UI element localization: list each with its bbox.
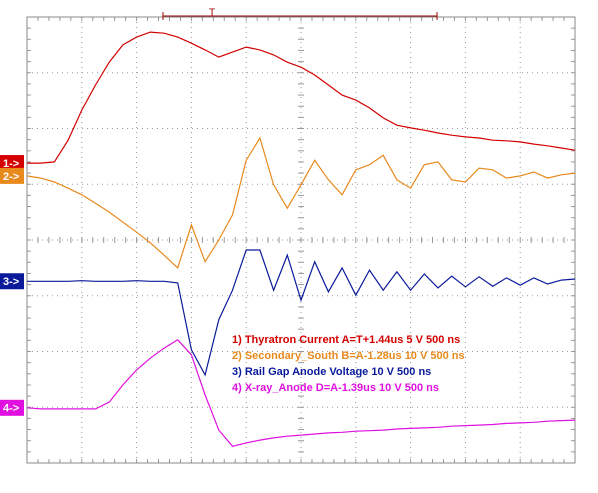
frame <box>26 16 576 464</box>
channel-marker: 1-> <box>3 158 19 170</box>
channel-marker-box <box>0 167 24 184</box>
channel-marker: 4-> <box>3 403 19 415</box>
trace <box>27 249 576 377</box>
trigger-label: T <box>209 8 215 19</box>
channel-marker-box <box>0 155 24 172</box>
trace <box>26 339 576 447</box>
trace <box>26 136 576 269</box>
channel-marker-box <box>0 399 24 416</box>
channel-marker: 3-> <box>3 276 19 288</box>
legend-entry: 4) X-ray_Anode D=A-1.39us 10 V 500 ns <box>232 382 439 394</box>
grid <box>26 16 576 464</box>
legend-entry: 3) Rail Gap Anode Voltage 10 V 500 ns <box>232 366 431 378</box>
trace <box>27 31 576 164</box>
channel-marker-box <box>0 273 24 290</box>
legend-entry: 2) Secondary_South B=A-1.28us 10 V 500 n… <box>232 350 465 362</box>
legend-entry: 1) Thyratron Current A=T+1.44us 5 V 500 … <box>232 334 460 346</box>
channel-marker: 2-> <box>3 171 19 183</box>
